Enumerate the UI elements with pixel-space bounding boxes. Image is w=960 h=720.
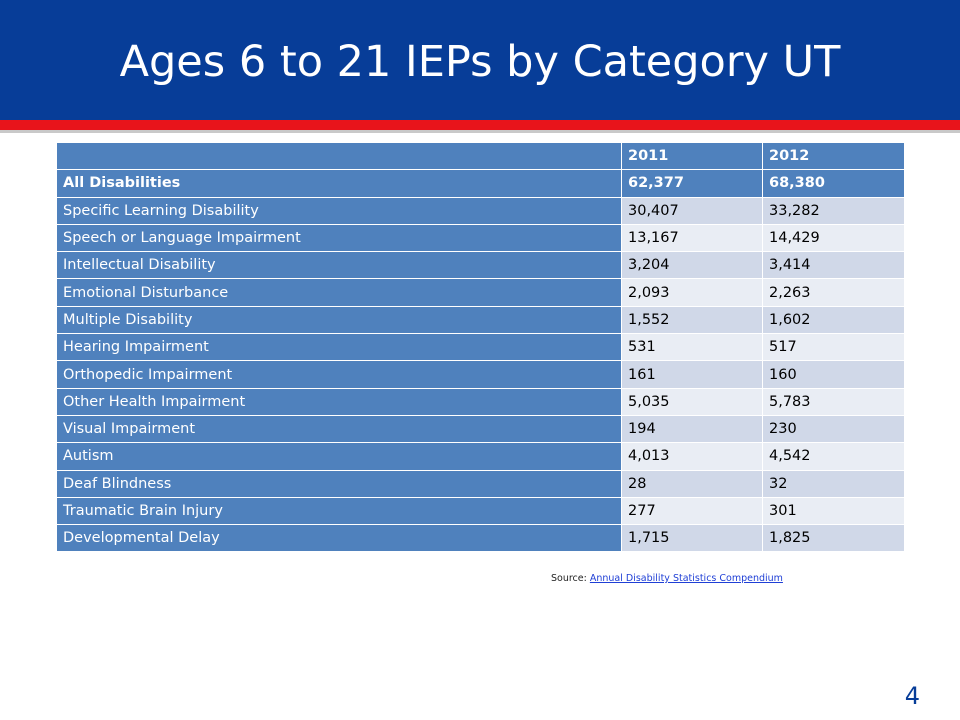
- table-row: Emotional Disturbance 2,093 2,263: [56, 278, 905, 307]
- row-label: Traumatic Brain Injury: [56, 496, 622, 526]
- row-value-2011: 1,715: [621, 524, 763, 553]
- row-label: Speech or Language Impairment: [56, 223, 622, 253]
- row-value-2012: 160: [762, 360, 905, 389]
- row-value-2012: 32: [762, 469, 905, 498]
- table-row: Intellectual Disability 3,204 3,414: [56, 251, 905, 280]
- row-value-2011: 5,035: [621, 387, 763, 416]
- row-value-2012: 230: [762, 414, 905, 444]
- row-value-2012: 5,783: [762, 387, 905, 416]
- table-row: Orthopedic Impairment 161 160: [56, 360, 905, 389]
- row-value-2011: 161: [621, 360, 763, 389]
- title-banner: Ages 6 to 21 IEPs by Category UT: [0, 0, 960, 120]
- accent-stripe: [0, 120, 960, 130]
- row-label: Specific Learning Disability: [56, 196, 622, 225]
- slide-title: Ages 6 to 21 IEPs by Category UT: [119, 37, 841, 87]
- row-value-2011: 194: [621, 414, 763, 444]
- table-row: Hearing Impairment 531 517: [56, 333, 905, 362]
- page-number: 4: [904, 682, 920, 710]
- row-label: Autism: [56, 442, 622, 471]
- table-row: Developmental Delay 1,715 1,825: [56, 524, 905, 553]
- divider-stripe: [0, 130, 960, 133]
- row-label: Emotional Disturbance: [56, 278, 622, 307]
- table-row: Deaf Blindness 28 32: [56, 469, 905, 498]
- row-value-2012: 301: [762, 496, 905, 526]
- total-row: All Disabilities 62,377 68,380: [56, 169, 905, 198]
- row-label: Hearing Impairment: [56, 333, 622, 362]
- table-header-row: 2011 2012: [56, 141, 905, 171]
- total-label: All Disabilities: [56, 169, 622, 198]
- row-label: Orthopedic Impairment: [56, 360, 622, 389]
- row-value-2012: 1,825: [762, 524, 905, 553]
- row-value-2012: 4,542: [762, 442, 905, 471]
- table-row: Speech or Language Impairment 13,167 14,42…: [56, 223, 905, 253]
- row-value-2011: 277: [621, 496, 763, 526]
- total-2012: 68,380: [762, 169, 905, 198]
- row-value-2012: 1,602: [762, 305, 905, 335]
- row-value-2011: 4,013: [621, 442, 763, 471]
- row-label: Other Health Impairment: [56, 387, 622, 416]
- source-note: Source: Annual Disability Statistics Com…: [551, 573, 783, 584]
- header-category: [56, 141, 622, 171]
- row-label: Visual Impairment: [56, 414, 622, 444]
- table-row: Traumatic Brain Injury 277 301: [56, 496, 905, 526]
- table-row: Specific Learning Disability 30,407 33,282: [56, 196, 905, 225]
- table-row: Multiple Disability 1,552 1,602: [56, 305, 905, 335]
- source-link[interactable]: Annual Disability Statistics Compendium: [589, 573, 783, 584]
- table-row: Other Health Impairment 5,035 5,783: [56, 387, 905, 416]
- row-value-2012: 33,282: [762, 196, 905, 225]
- row-label: Deaf Blindness: [56, 469, 622, 498]
- row-label: Intellectual Disability: [56, 251, 622, 280]
- row-value-2011: 2,093: [621, 278, 763, 307]
- source-prefix: Source:: [551, 573, 590, 584]
- header-2012: 2012: [762, 141, 905, 171]
- row-value-2012: 3,414: [762, 251, 905, 280]
- total-2011: 62,377: [621, 169, 763, 198]
- header-2011: 2011: [621, 141, 763, 171]
- row-value-2011: 30,407: [621, 196, 763, 225]
- table-row: Autism 4,013 4,542: [56, 442, 905, 471]
- row-label: Multiple Disability: [56, 305, 622, 335]
- row-value-2011: 28: [621, 469, 763, 498]
- row-value-2011: 531: [621, 333, 763, 362]
- row-value-2012: 2,263: [762, 278, 905, 307]
- table-row: Visual Impairment 194 230: [56, 414, 905, 444]
- row-value-2012: 14,429: [762, 223, 905, 253]
- row-value-2012: 517: [762, 333, 905, 362]
- row-label: Developmental Delay: [56, 524, 622, 553]
- row-value-2011: 1,552: [621, 305, 763, 335]
- row-value-2011: 13,167: [621, 223, 763, 253]
- iep-category-table: 2011 2012 All Disabilities 62,377 68,380…: [56, 141, 905, 553]
- row-value-2011: 3,204: [621, 251, 763, 280]
